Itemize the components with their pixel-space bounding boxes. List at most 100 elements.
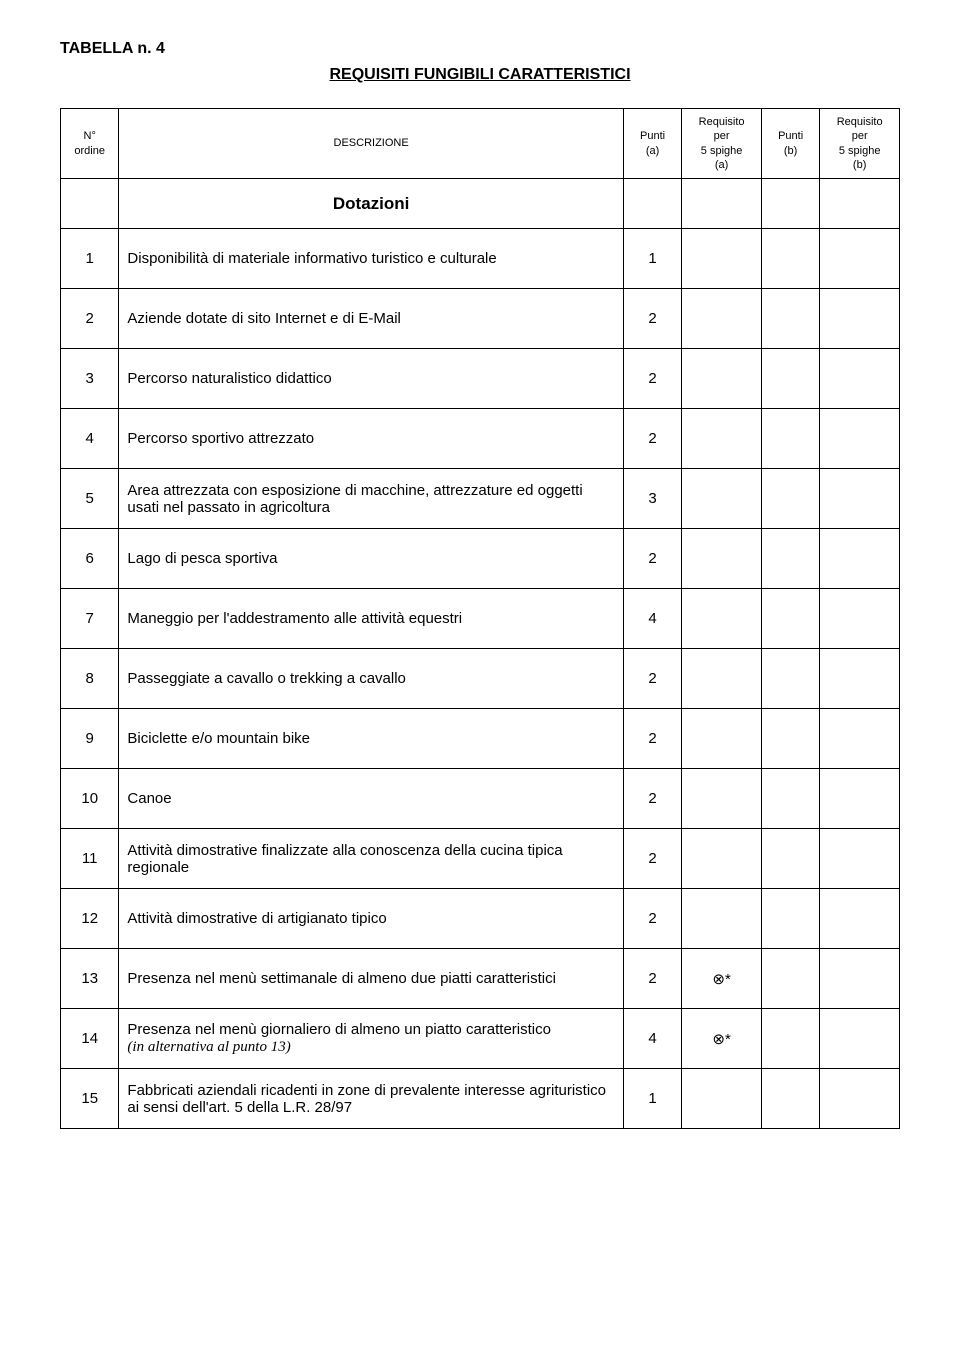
row-punti-b [761,409,819,469]
row-req-a: ⊗* [682,949,762,1009]
row-req-a [682,889,762,949]
table-row: 13Presenza nel menù settimanale di almen… [61,949,900,1009]
row-req-b [820,709,900,769]
section-row: Dotazioni [61,179,900,229]
table-row: 8Passeggiate a cavallo o trekking a cava… [61,649,900,709]
row-req-b [820,529,900,589]
row-req-b [820,949,900,1009]
row-number: 10 [61,769,119,829]
row-req-a [682,649,762,709]
header-row: N°ordine DESCRIZIONE Punti(a) Requisitop… [61,109,900,179]
row-req-a [682,709,762,769]
section-blank-a [623,179,681,229]
row-req-b [820,1009,900,1069]
row-description: Percorso naturalistico didattico [119,349,623,409]
row-number: 5 [61,469,119,529]
row-punti-a: 4 [623,1009,681,1069]
row-description: Disponibilità di materiale informativo t… [119,229,623,289]
row-req-b [820,229,900,289]
table-row: 5Area attrezzata con esposizione di macc… [61,469,900,529]
header-punti-a: Punti(a) [623,109,681,179]
row-punti-a: 3 [623,469,681,529]
row-punti-b [761,649,819,709]
section-heading: Dotazioni [119,179,623,229]
row-req-b [820,829,900,889]
requirements-table: N°ordine DESCRIZIONE Punti(a) Requisitop… [60,108,900,1129]
row-punti-b [761,709,819,769]
section-blank-n [61,179,119,229]
header-descrizione: DESCRIZIONE [119,109,623,179]
row-req-b [820,289,900,349]
row-punti-b [761,949,819,1009]
table-row: 9Biciclette e/o mountain bike2 [61,709,900,769]
row-punti-a: 2 [623,529,681,589]
row-punti-a: 2 [623,409,681,469]
row-number: 12 [61,889,119,949]
header-req-a: Requisitoper5 spighe(a) [682,109,762,179]
row-description: Percorso sportivo attrezzato [119,409,623,469]
row-req-a [682,769,762,829]
row-req-a: ⊗* [682,1009,762,1069]
row-req-a [682,589,762,649]
row-punti-a: 2 [623,349,681,409]
row-description: Area attrezzata con esposizione di macch… [119,469,623,529]
row-req-a [682,1069,762,1129]
row-description: Fabbricati aziendali ricadenti in zone d… [119,1069,623,1129]
row-number: 2 [61,289,119,349]
row-description: Presenza nel menù giornaliero di almeno … [119,1009,623,1069]
row-description: Attività dimostrative finalizzate alla c… [119,829,623,889]
row-number: 8 [61,649,119,709]
row-description: Maneggio per l'addestramento alle attivi… [119,589,623,649]
table-row: 14Presenza nel menù giornaliero di almen… [61,1009,900,1069]
table-row: 6Lago di pesca sportiva2 [61,529,900,589]
row-req-b [820,1069,900,1129]
row-req-a [682,529,762,589]
row-req-a [682,349,762,409]
table-row: 12Attività dimostrative di artigianato t… [61,889,900,949]
row-punti-a: 1 [623,229,681,289]
row-number: 9 [61,709,119,769]
page-title: REQUISITI FUNGIBILI CARATTERISTICI [60,66,900,84]
row-punti-a: 2 [623,649,681,709]
row-punti-b [761,1069,819,1129]
row-punti-b [761,349,819,409]
table-row: 1Disponibilità di materiale informativo … [61,229,900,289]
row-punti-a: 2 [623,769,681,829]
row-number: 4 [61,409,119,469]
header-punti-b: Punti(b) [761,109,819,179]
row-description: Aziende dotate di sito Internet e di E-M… [119,289,623,349]
row-req-b [820,469,900,529]
row-punti-a: 2 [623,709,681,769]
row-req-a [682,469,762,529]
row-punti-b [761,469,819,529]
row-number: 1 [61,229,119,289]
row-punti-b [761,229,819,289]
row-punti-b [761,529,819,589]
row-req-b [820,409,900,469]
header-req-b: Requisitoper5 spighe(b) [820,109,900,179]
row-number: 3 [61,349,119,409]
row-description: Biciclette e/o mountain bike [119,709,623,769]
row-punti-a: 1 [623,1069,681,1129]
row-description: Lago di pesca sportiva [119,529,623,589]
row-number: 7 [61,589,119,649]
row-punti-b [761,1009,819,1069]
section-blank-ra [682,179,762,229]
table-number: TABELLA n. 4 [60,40,900,58]
row-number: 14 [61,1009,119,1069]
table-row: 10Canoe2 [61,769,900,829]
row-punti-b [761,829,819,889]
table-row: 11Attività dimostrative finalizzate alla… [61,829,900,889]
row-punti-a: 2 [623,289,681,349]
row-punti-b [761,289,819,349]
row-req-b [820,889,900,949]
row-req-b [820,349,900,409]
row-req-b [820,769,900,829]
row-description: Attività dimostrative di artigianato tip… [119,889,623,949]
row-punti-b [761,769,819,829]
row-req-a [682,229,762,289]
row-punti-a: 2 [623,829,681,889]
row-number: 15 [61,1069,119,1129]
row-req-a [682,409,762,469]
row-number: 6 [61,529,119,589]
